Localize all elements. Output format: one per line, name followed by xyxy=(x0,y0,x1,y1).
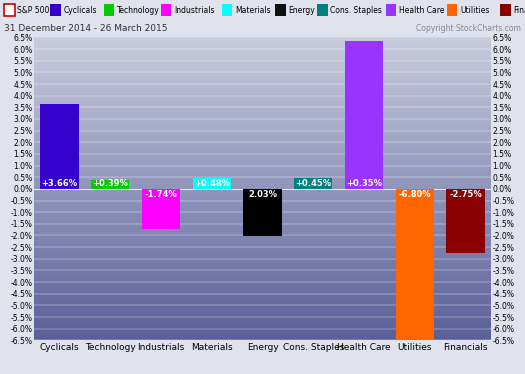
Text: -1.74%: -1.74% xyxy=(144,190,177,199)
Text: Materials: Materials xyxy=(235,6,270,15)
Bar xyxy=(222,4,232,16)
Bar xyxy=(294,178,332,189)
Text: Health Care: Health Care xyxy=(399,6,445,15)
Text: S&P 500: S&P 500 xyxy=(17,6,50,15)
Text: -2.75%: -2.75% xyxy=(449,190,482,199)
Text: Cons. Staples: Cons. Staples xyxy=(330,6,382,15)
Bar xyxy=(4,4,15,16)
Text: 31 December 2014 - 26 March 2015: 31 December 2014 - 26 March 2015 xyxy=(4,24,167,34)
Text: Financials: Financials xyxy=(513,6,525,15)
Bar xyxy=(91,180,129,189)
Bar xyxy=(275,4,286,16)
Bar xyxy=(103,4,114,16)
Text: Technology: Technology xyxy=(117,6,160,15)
Text: Copyright StockCharts.com: Copyright StockCharts.com xyxy=(416,24,521,34)
Text: Utilities: Utilities xyxy=(460,6,489,15)
Text: +0.48%: +0.48% xyxy=(194,179,230,188)
Text: +0.35%: +0.35% xyxy=(346,179,382,188)
Bar xyxy=(447,4,457,16)
Text: +3.66%: +3.66% xyxy=(41,179,78,188)
Text: +0.39%: +0.39% xyxy=(92,179,128,188)
Bar xyxy=(142,189,180,229)
Bar xyxy=(50,4,60,16)
Text: Industrials: Industrials xyxy=(174,6,214,15)
Bar xyxy=(40,104,79,189)
Bar xyxy=(161,4,171,16)
Bar xyxy=(317,4,328,16)
Text: -6.80%: -6.80% xyxy=(398,190,431,199)
Text: Energy: Energy xyxy=(288,6,315,15)
Text: 2.03%: 2.03% xyxy=(248,190,277,199)
Bar xyxy=(244,189,281,236)
Bar xyxy=(446,189,485,253)
Bar xyxy=(396,189,434,347)
Bar xyxy=(386,4,396,16)
Bar xyxy=(500,4,511,16)
Text: Cyclicals: Cyclicals xyxy=(63,6,97,15)
Bar xyxy=(345,41,383,189)
Bar xyxy=(193,178,231,189)
Text: +0.45%: +0.45% xyxy=(295,179,331,188)
